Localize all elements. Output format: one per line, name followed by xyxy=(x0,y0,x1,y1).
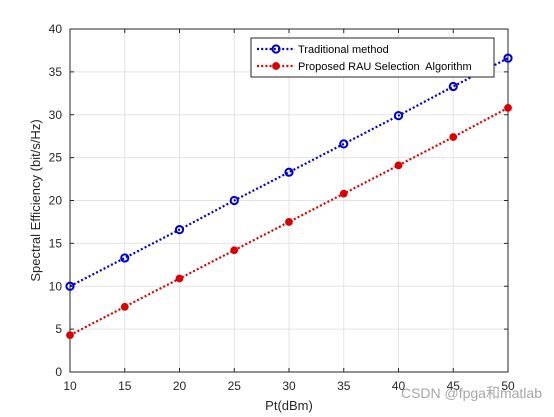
data-point xyxy=(394,161,403,170)
y-tick-label: 30 xyxy=(49,108,63,122)
x-tick-label: 40 xyxy=(392,379,406,393)
data-point xyxy=(65,281,75,291)
grid-lines xyxy=(69,28,509,373)
x-tick-label: 45 xyxy=(447,379,461,393)
y-tick-label: 10 xyxy=(49,279,63,293)
data-point xyxy=(120,253,130,263)
series-1 xyxy=(65,53,513,291)
watermark: CSDN @fpga和matlab xyxy=(400,385,542,401)
data-point xyxy=(393,111,404,121)
legend: Traditional method Proposed RAU Selection… xyxy=(250,37,495,78)
y-tick-label: 15 xyxy=(49,236,63,250)
x-tick-label: 50 xyxy=(501,379,515,393)
x-tick-label: 35 xyxy=(337,379,351,393)
series-2 xyxy=(66,103,512,340)
x-tick-label: 10 xyxy=(63,379,77,393)
x-axis-label: Pt(dBm) xyxy=(265,398,313,413)
data-point xyxy=(230,246,239,255)
data-point xyxy=(229,195,239,206)
legend-box xyxy=(250,37,495,78)
y-tick-label: 5 xyxy=(55,322,62,336)
y-tick-label: 20 xyxy=(49,194,63,208)
data-point xyxy=(339,189,348,198)
data-point xyxy=(503,53,513,63)
x-tick-label: 25 xyxy=(228,379,242,393)
data-point xyxy=(284,167,294,177)
y-tick-label: 35 xyxy=(49,65,63,79)
axis-ticks: 10 15 20 25 30 35 40 45 50 0 5 10 15 20 25 30 35 40 xyxy=(49,22,515,393)
y-tick-label: 40 xyxy=(49,22,63,36)
series-layer xyxy=(65,53,513,340)
legend-marker xyxy=(271,44,281,54)
y-axis-label: Spectral Efficiency (bit/s/Hz) xyxy=(28,119,43,281)
legend-label: Proposed RAU Selection Algorithm xyxy=(298,61,472,73)
x-tick-label: 20 xyxy=(173,379,187,393)
data-point xyxy=(449,133,458,141)
data-point xyxy=(174,225,185,235)
data-point xyxy=(66,331,74,340)
data-point xyxy=(120,302,129,311)
data-point xyxy=(504,103,512,112)
legend-marker xyxy=(272,62,280,70)
legend-label: Traditional method xyxy=(298,44,389,56)
y-tick-label: 0 xyxy=(55,365,62,379)
x-tick-label: 30 xyxy=(282,379,296,393)
data-point xyxy=(285,218,293,226)
y-tick-label: 25 xyxy=(49,151,63,165)
data-point xyxy=(175,274,184,283)
data-point xyxy=(339,139,349,149)
data-point xyxy=(448,81,458,92)
x-tick-label: 15 xyxy=(118,379,132,393)
